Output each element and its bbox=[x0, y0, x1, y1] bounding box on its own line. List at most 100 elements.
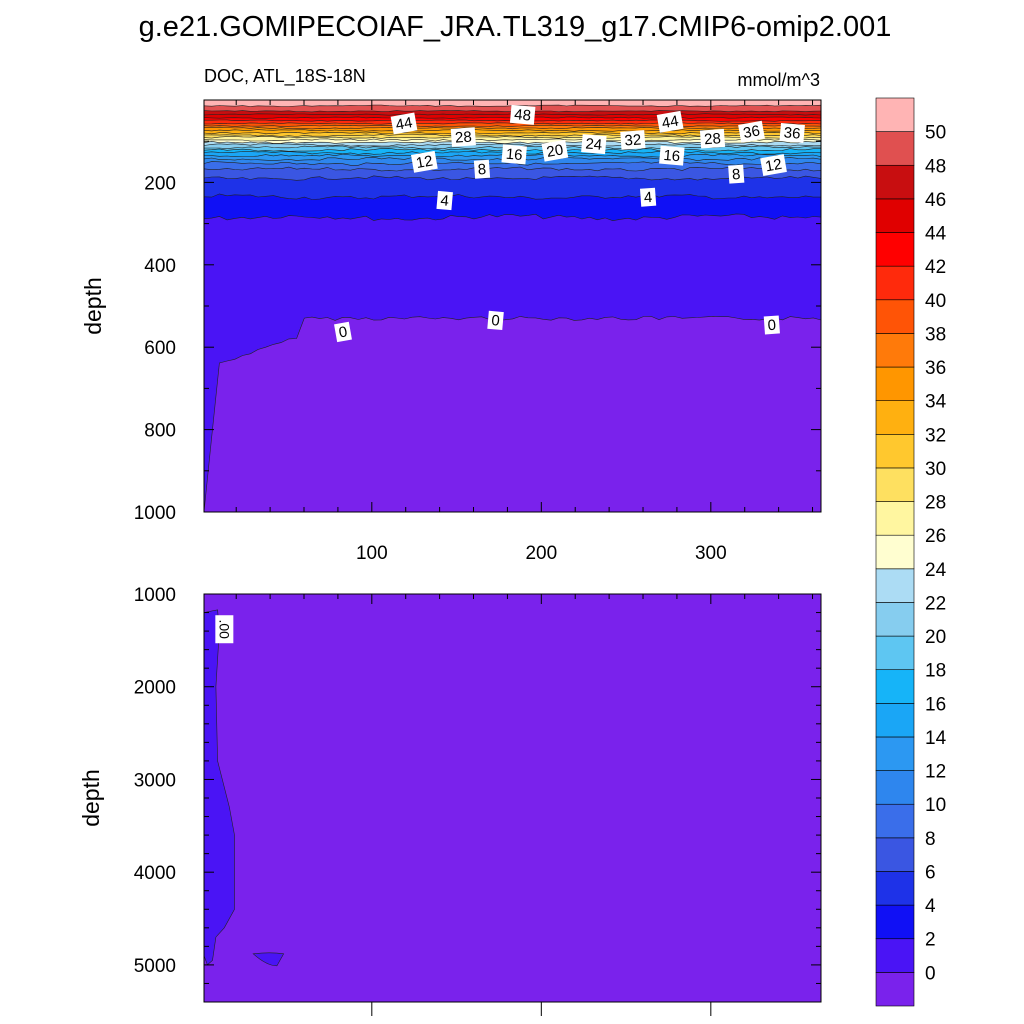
y-tick-label: 400 bbox=[144, 256, 176, 277]
y-tick-label: 800 bbox=[144, 421, 176, 442]
contour-label-text: 28 bbox=[454, 129, 472, 147]
chart-title: g.e21.GOMIPECOIAF_JRA.TL319_g17.CMIP6-om… bbox=[139, 11, 892, 43]
colorbar-tick-label: 38 bbox=[925, 324, 946, 345]
contour-label: 16 bbox=[501, 144, 527, 165]
colorbar-tick-label: 30 bbox=[925, 459, 946, 480]
contour-label-box bbox=[656, 110, 684, 133]
lower-panel: .00 1000 2000 3000 4000 5000 depth bbox=[78, 585, 822, 1016]
contour-label: 0 bbox=[487, 310, 504, 331]
contour-line-6 bbox=[203, 175, 822, 181]
contour-label: 44 bbox=[390, 112, 418, 135]
contour-label-box bbox=[450, 127, 476, 147]
y-tick-label: 4000 bbox=[134, 863, 176, 884]
colorbar-tick-label: 46 bbox=[925, 190, 946, 211]
colorbar-swatch bbox=[875, 400, 915, 435]
contour-label-box bbox=[541, 139, 569, 162]
colorbar-swatch bbox=[875, 602, 915, 637]
contour-label-text: 36 bbox=[742, 122, 761, 142]
y-tick-label: 1000 bbox=[134, 585, 176, 606]
contour-label: 0 bbox=[763, 315, 780, 335]
y-tick-label: 2000 bbox=[134, 678, 176, 699]
contour-label: 12 bbox=[760, 154, 787, 177]
colorbar-swatch bbox=[875, 703, 915, 738]
contour-label-box bbox=[659, 145, 685, 166]
x-tick-label: 200 bbox=[525, 543, 557, 564]
contour-label: 24 bbox=[581, 134, 607, 155]
contour-label: 4 bbox=[436, 190, 453, 211]
contour-label: 28 bbox=[699, 128, 726, 149]
y-tick-label: 5000 bbox=[134, 956, 176, 977]
contour-label-box bbox=[436, 190, 453, 211]
colorbar-tick-label: 32 bbox=[925, 425, 946, 446]
contour-label: 0 bbox=[334, 321, 352, 343]
colorbar-tick-label: 24 bbox=[925, 560, 947, 581]
contour-label-text: 0 bbox=[337, 323, 348, 341]
contour-label: 16 bbox=[659, 145, 685, 166]
y-tick-label: 1000 bbox=[134, 503, 176, 524]
colorbar-tick-label: 44 bbox=[925, 224, 947, 245]
contour-label-text: 4 bbox=[643, 189, 653, 207]
colorbar-tick-label: 18 bbox=[925, 661, 946, 682]
lower-contour-fill bbox=[203, 594, 821, 1002]
contour-label-box bbox=[699, 128, 726, 149]
colorbar: 0246810121416182022242628303234363840424… bbox=[875, 97, 947, 1007]
contour-label: 36 bbox=[738, 120, 765, 143]
contour-label-box bbox=[728, 164, 745, 184]
contour-label-text: 12 bbox=[764, 156, 783, 176]
upper-y-axis-label: depth bbox=[80, 277, 106, 335]
colorbar-swatch bbox=[875, 635, 915, 671]
contour-label-box bbox=[620, 130, 646, 150]
colorbar-swatch bbox=[875, 770, 915, 805]
colorbar-tick-label: 36 bbox=[925, 358, 946, 379]
colorbar-tick-label: 48 bbox=[925, 156, 946, 177]
lower-contour-labels: .00 bbox=[215, 615, 234, 644]
contour-label-text: 44 bbox=[661, 113, 680, 133]
colorbar-swatch bbox=[875, 164, 915, 200]
contour-label-box bbox=[763, 315, 780, 335]
colorbar-tick-label: 26 bbox=[925, 526, 946, 547]
colorbar-tick-label: 0 bbox=[925, 963, 936, 984]
contour-line-40 bbox=[203, 122, 822, 125]
lower-background-fill bbox=[204, 594, 821, 1002]
lower-contour-blob bbox=[252, 952, 285, 967]
colorbar-tick-label: 4 bbox=[925, 896, 936, 917]
contour-label-text: 12 bbox=[415, 152, 434, 172]
contour-label-box bbox=[501, 144, 527, 165]
colorbar-tick-label: 22 bbox=[925, 593, 946, 614]
colorbar-swatch bbox=[875, 803, 915, 839]
contour-label-box bbox=[334, 321, 352, 343]
colorbar-tick-label: 42 bbox=[925, 257, 946, 278]
lower-y-axis-label: depth bbox=[78, 769, 104, 827]
colorbar-swatch bbox=[875, 333, 915, 368]
contour-label: .00 bbox=[215, 615, 234, 644]
colorbar-tick-label: 28 bbox=[925, 493, 946, 514]
y-tick-label: 200 bbox=[144, 173, 176, 194]
y-tick-label: 600 bbox=[144, 338, 176, 359]
contour-label-text: 36 bbox=[783, 124, 801, 142]
contour-label-text: 44 bbox=[394, 114, 413, 134]
x-tick-label: 100 bbox=[356, 543, 388, 564]
colorbar-tick-label: 34 bbox=[925, 392, 947, 413]
colorbar-swatch bbox=[875, 938, 915, 973]
contour-label-box bbox=[509, 104, 536, 125]
contour-label: 48 bbox=[509, 104, 536, 125]
contour-label-text: 8 bbox=[732, 166, 742, 184]
colorbar-swatch bbox=[875, 265, 915, 301]
contour-label: 44 bbox=[656, 110, 684, 133]
contour-label-box bbox=[738, 120, 765, 143]
colorbar-tick-label: 50 bbox=[925, 123, 946, 144]
colorbar-swatch bbox=[875, 433, 915, 469]
colorbar-swatch bbox=[875, 501, 915, 536]
units-label: mmol/m^3 bbox=[738, 70, 820, 90]
contour-label-text: 4 bbox=[440, 192, 450, 210]
colorbar-swatch bbox=[875, 131, 915, 166]
colorbar-tick-label: 40 bbox=[925, 291, 946, 312]
contour-label: 36 bbox=[779, 122, 805, 143]
colorbar-swatch bbox=[875, 534, 915, 570]
colorbar-tick-label: 20 bbox=[925, 627, 946, 648]
contour-line-8 bbox=[203, 166, 822, 172]
colorbar-tick-label: 8 bbox=[925, 829, 936, 850]
contour-label-box bbox=[473, 159, 491, 179]
lower-x-axis bbox=[235, 594, 814, 1016]
